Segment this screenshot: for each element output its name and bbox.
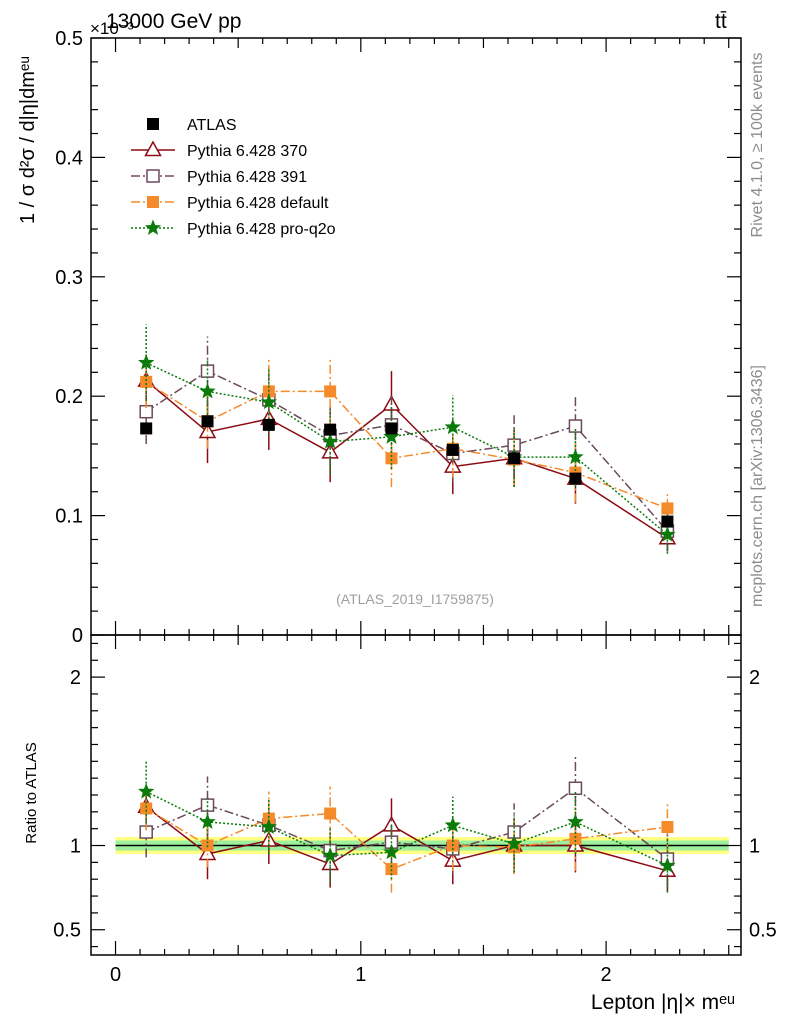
legend-entry-pq2o: Pythia 6.428 pro-q2o <box>131 219 336 238</box>
legend-marker-atlas <box>147 118 159 130</box>
main-point-pq2o <box>199 382 216 399</box>
main-point-pdefault <box>140 375 153 388</box>
main-point-pdefault <box>324 385 337 398</box>
energy-label: 13000 GeV pp <box>106 10 241 33</box>
ratio-series-pq2o <box>138 759 676 893</box>
main-point-pq2o <box>567 448 584 465</box>
ratio-frame <box>90 634 742 956</box>
legend-entry-p370: Pythia 6.428 370 <box>131 140 307 160</box>
main-point-atlas <box>385 422 398 435</box>
ratio-y-tick-label-left: 1 <box>70 836 81 858</box>
main-y-tick-label: 0.2 <box>55 386 83 408</box>
ratio-point-pdefault <box>661 821 674 833</box>
process-label: tt̄ <box>715 10 727 33</box>
main-series-p391 <box>139 336 675 552</box>
main-point-pq2o <box>659 526 676 542</box>
x-tick-label: 0 <box>110 964 121 986</box>
main-point-atlas <box>508 452 521 465</box>
ratio-point-pdefault <box>385 863 398 876</box>
main-series-pdefault <box>140 355 674 526</box>
ratio-point-pq2o <box>567 813 584 829</box>
legend-marker-p391 <box>146 169 160 183</box>
x-tick-label: 1 <box>355 964 366 986</box>
mcplots-label: mcplots.cern.ch [arXiv:1306.3436] <box>749 365 766 607</box>
main-point-pq2o <box>260 393 278 410</box>
ratio-point-pq2o <box>444 816 461 833</box>
main-point-atlas <box>140 422 153 435</box>
ratio-point-pq2o <box>383 843 400 860</box>
main-y-tick-label: 0.4 <box>55 147 83 169</box>
ratio-point-pdefault <box>569 832 582 845</box>
text-layer: 13000 GeV pp tt̄ ×10⁻³ 1 / σ d²σ / d|η|d… <box>17 10 766 1014</box>
main-y-tick-label: 0.5 <box>55 28 83 50</box>
ratio-point-p391 <box>568 781 583 796</box>
legend-label-p370: Pythia 6.428 370 <box>187 143 307 160</box>
main-point-atlas <box>324 423 337 436</box>
main-line-pdefault <box>145 381 668 510</box>
ratio-point-pq2o <box>138 782 155 799</box>
ratio-y-tick-label-left: 0.5 <box>53 920 81 942</box>
legend: ATLAS Pythia 6.428 370 Pythia 6.428 391 Pyt… <box>131 117 336 238</box>
ratio-line-pq2o <box>145 790 668 867</box>
main-point-pdefault <box>385 452 398 465</box>
ratio-y-tick-label-right: 0.5 <box>749 920 777 942</box>
legend-label-atlas: ATLAS <box>187 117 237 134</box>
legend-marker-pdefault <box>147 196 159 208</box>
main-point-atlas <box>201 415 214 428</box>
main-point-pdefault <box>661 502 674 515</box>
main-series-atlas <box>140 415 674 528</box>
ratio-line-pdefault <box>145 807 668 870</box>
x-tick-label: 2 <box>601 964 612 986</box>
analysis-watermark: (ATLAS_2019_I1759875) <box>336 591 494 607</box>
legend-entry-atlas: ATLAS <box>147 117 237 134</box>
main-y-tick-label: 0 <box>72 625 83 647</box>
legend-marker-p370 <box>144 140 162 157</box>
rivet-version-label: Rivet 4.1.0, ≥ 100k events <box>749 53 766 238</box>
main-point-atlas <box>262 418 275 431</box>
ratio-y-tick-label-left: 2 <box>70 667 81 689</box>
main-point-atlas <box>446 443 459 456</box>
main-y-axis-label: 1 / σ d²σ / d|η|dmᵉᵘ <box>17 56 39 224</box>
legend-entry-p391: Pythia 6.428 391 <box>131 169 307 186</box>
main-point-atlas <box>661 515 674 528</box>
ratio-series-p391 <box>139 754 675 888</box>
ratio-point-pdefault <box>324 807 337 820</box>
main-panel <box>137 324 677 554</box>
main-y-tick-label: 0.3 <box>55 267 83 289</box>
ratio-point-pq2o <box>659 857 676 873</box>
main-point-atlas <box>569 472 582 485</box>
main-line-pq2o <box>145 362 668 536</box>
x-axis-label: Lepton |η|× mᵉᵘ <box>591 991 735 1014</box>
legend-label-pq2o: Pythia 6.428 pro-q2o <box>187 221 336 238</box>
main-point-pq2o <box>321 432 339 449</box>
panel-frames: 0 1 2 0 0.1 0.2 0.3 0.4 0.5 0.5 0.5 1 1 2 2 <box>53 28 777 986</box>
main-point-pq2o <box>138 354 155 370</box>
legend-label-p391: Pythia 6.428 391 <box>187 169 307 186</box>
main-line-p370 <box>145 380 668 539</box>
ratio-point-pdefault <box>140 802 153 815</box>
ratio-y-tick-label-right: 2 <box>749 667 760 689</box>
main-point-pq2o <box>444 418 461 435</box>
main-y-tick-label: 0.1 <box>55 506 83 528</box>
legend-label-pdefault: Pythia 6.428 default <box>187 195 329 212</box>
ratio-panel <box>115 754 729 893</box>
ratio-point-pq2o <box>505 835 523 851</box>
main-series-p370 <box>137 354 677 552</box>
ratio-point-pq2o <box>260 818 278 835</box>
main-series-pq2o <box>138 324 676 554</box>
ratio-y-axis-label: Ratio to ATLAS <box>23 742 40 843</box>
legend-entry-pdefault: Pythia 6.428 default <box>131 195 329 212</box>
y-exponent-label: ×10⁻³ <box>90 19 134 38</box>
ratio-point-pq2o <box>199 813 216 829</box>
main-point-p391 <box>200 364 215 378</box>
ratio-point-pq2o <box>321 846 339 863</box>
legend-marker-pq2o <box>144 219 162 236</box>
main-point-p391 <box>568 419 583 433</box>
ratio-y-tick-label-right: 1 <box>749 836 760 858</box>
